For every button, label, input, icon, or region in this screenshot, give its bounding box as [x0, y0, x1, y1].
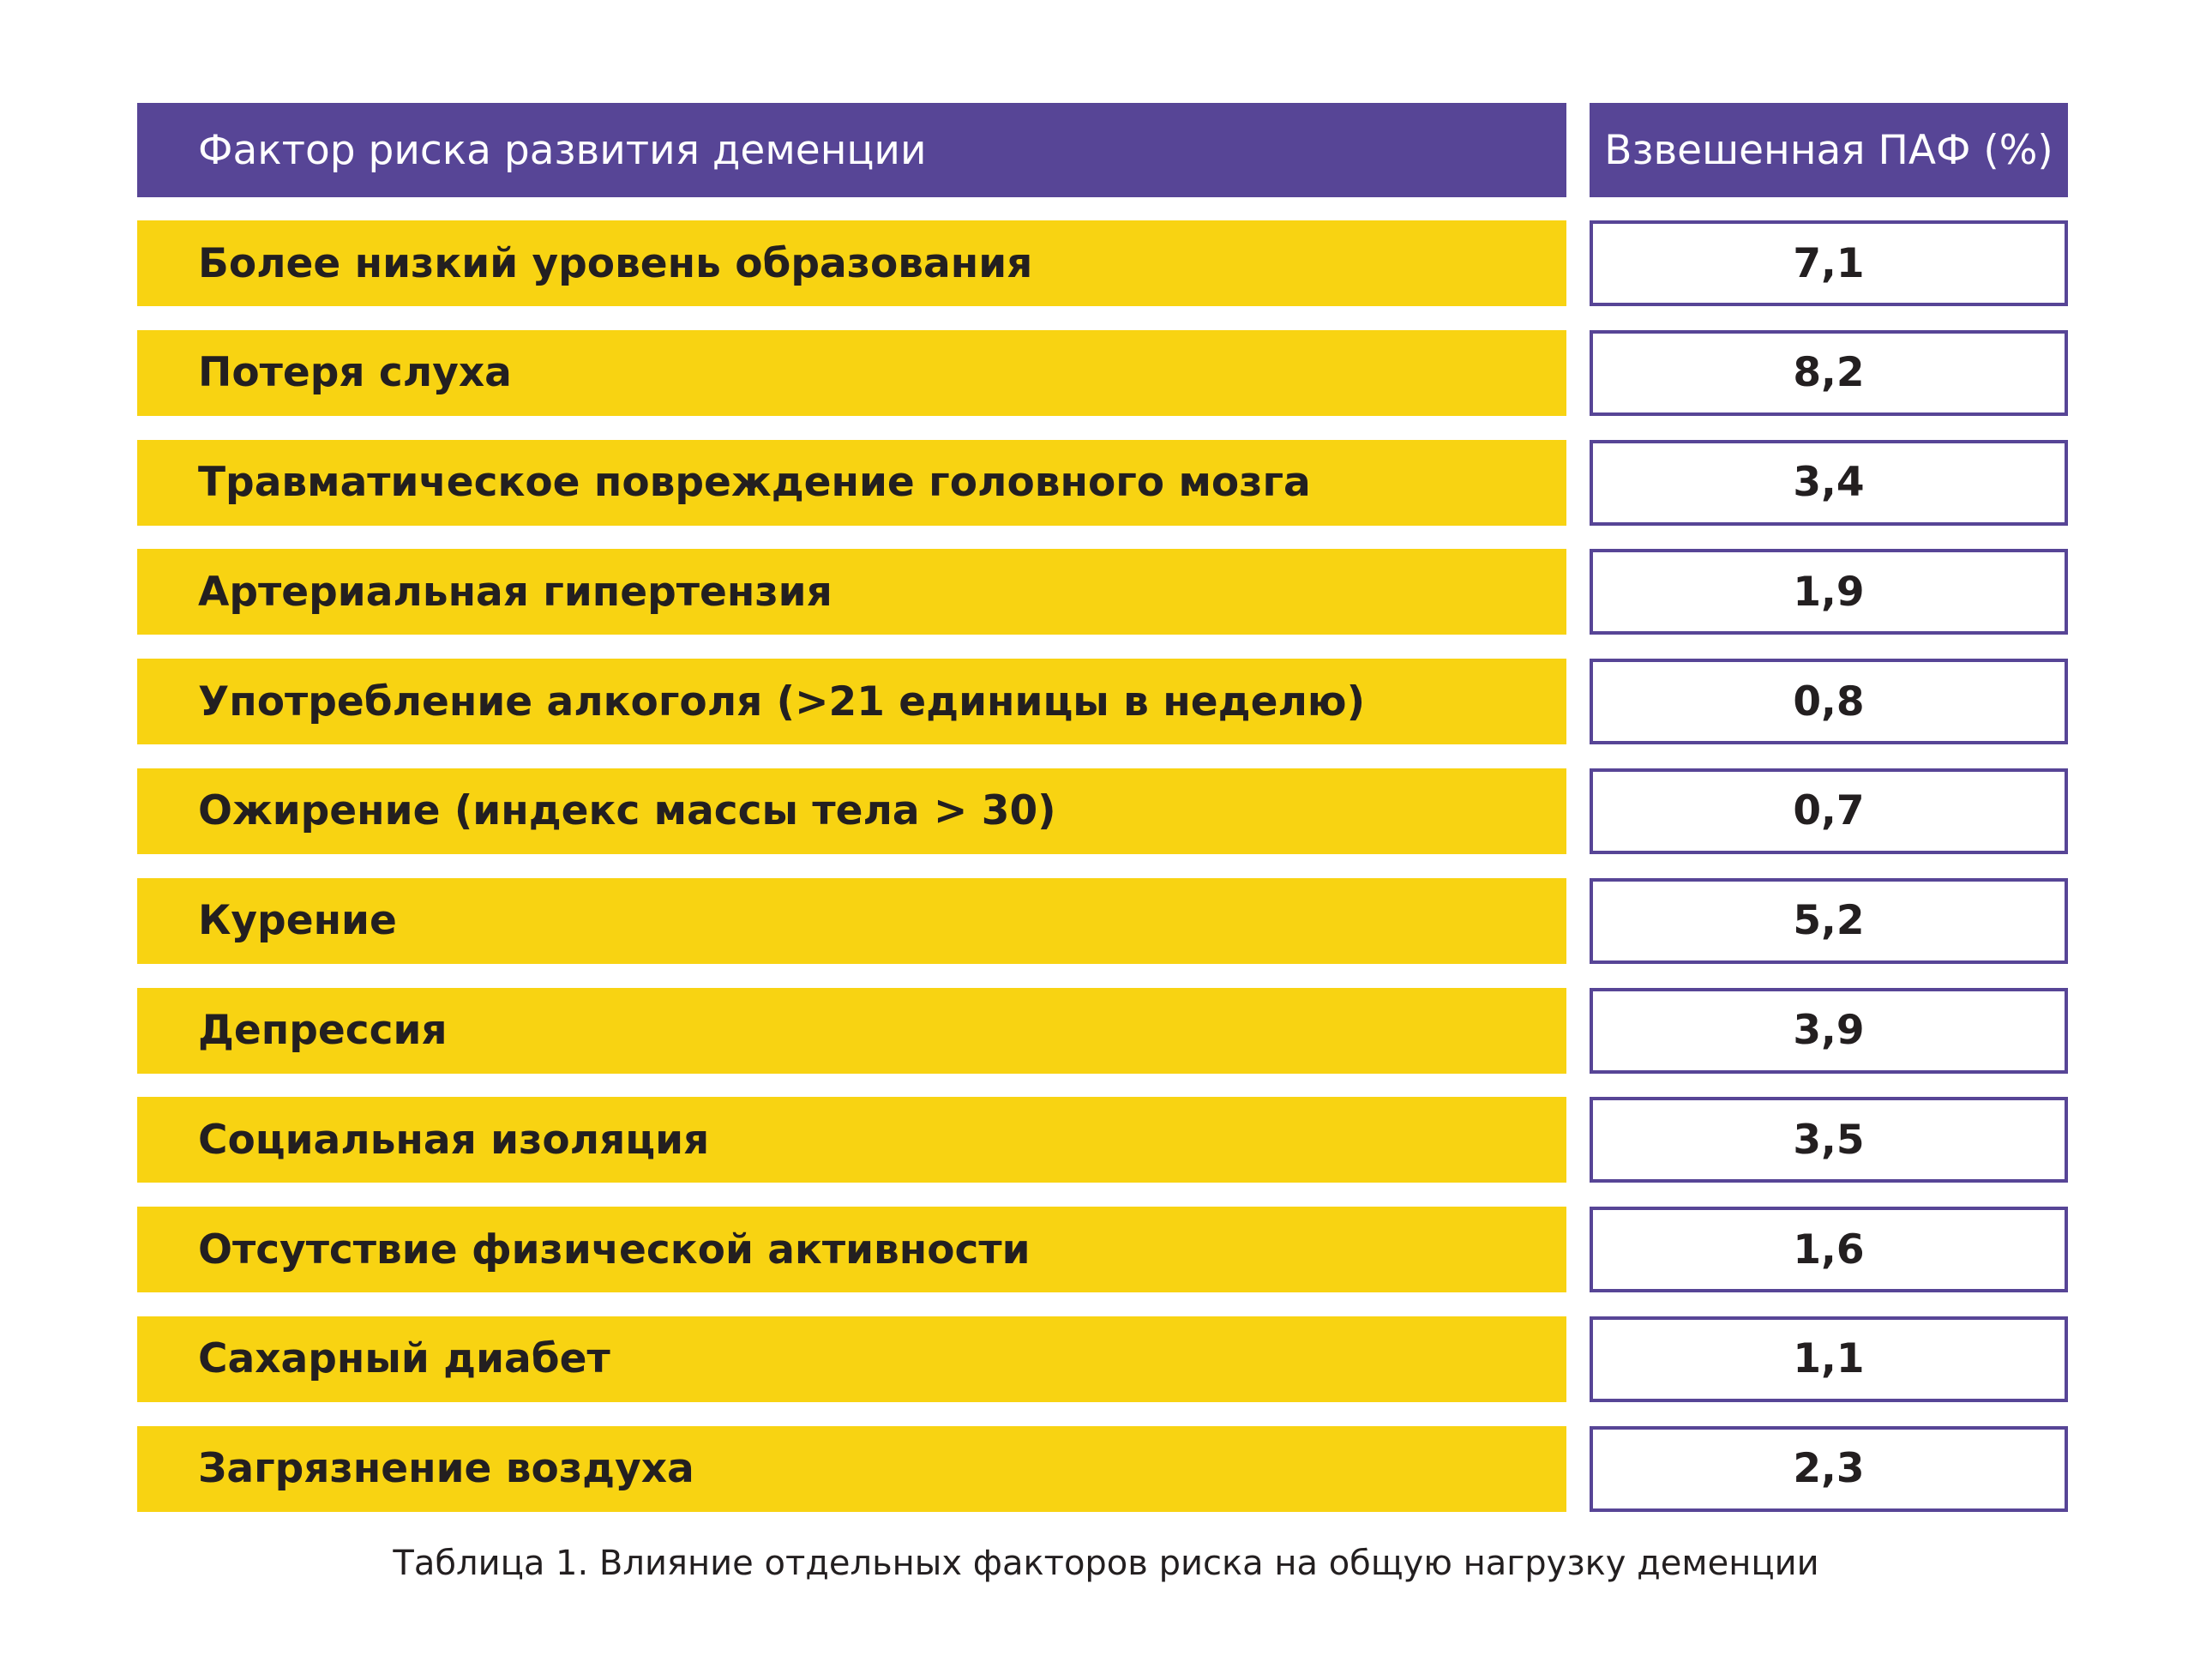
- value-cell: 0,8: [1590, 659, 2068, 745]
- value-cell: 0,7: [1590, 768, 2068, 854]
- value-cell: 7,1: [1590, 220, 2068, 306]
- factor-cell: Курение: [137, 877, 1566, 964]
- factor-cell: Потеря слуха: [137, 329, 1566, 416]
- table-row: Сахарный диабет 1,1: [137, 1316, 2068, 1402]
- risk-factor-table: Фактор риска развития деменции Взвешенна…: [137, 103, 2068, 1536]
- table-row: Потеря слуха 8,2: [137, 329, 2068, 416]
- value-cell: 5,2: [1590, 877, 2068, 964]
- value-cell: 1,6: [1590, 1207, 2068, 1293]
- table-row: Артериальная гипертензия 1,9: [137, 549, 2068, 635]
- value-cell: 2,3: [1590, 1425, 2068, 1512]
- factor-cell: Отсутствие физической активности: [137, 1207, 1566, 1293]
- table-row: Травматическое повреждение головного моз…: [137, 439, 2068, 526]
- header-factor-cell: Фактор риска развития деменции: [137, 103, 1566, 197]
- value-cell: 3,5: [1590, 1097, 2068, 1183]
- factor-cell: Травматическое повреждение головного моз…: [137, 439, 1566, 526]
- factor-cell: Артериальная гипертензия: [137, 549, 1566, 635]
- table-row: Употребление алкоголя (>21 единицы в нед…: [137, 659, 2068, 745]
- factor-cell: Социальная изоляция: [137, 1097, 1566, 1183]
- value-cell: 3,9: [1590, 987, 2068, 1074]
- table-row: Отсутствие физической активности 1,6: [137, 1207, 2068, 1293]
- table-row: Загрязнение воздуха 2,3: [137, 1425, 2068, 1512]
- value-cell: 8,2: [1590, 329, 2068, 416]
- table-caption: Таблица 1. Влияние отдельных факторов ри…: [393, 1544, 1819, 1583]
- factor-cell: Загрязнение воздуха: [137, 1425, 1566, 1512]
- factor-cell: Употребление алкоголя (>21 единицы в нед…: [137, 659, 1566, 745]
- table-row: Ожирение (индекс массы тела > 30) 0,7: [137, 768, 2068, 854]
- table-header-row: Фактор риска развития деменции Взвешенна…: [137, 103, 2068, 197]
- factor-cell: Сахарный диабет: [137, 1316, 1566, 1402]
- value-cell: 1,9: [1590, 549, 2068, 635]
- table-row: Курение 5,2: [137, 877, 2068, 964]
- factor-cell: Депрессия: [137, 987, 1566, 1074]
- factor-cell: Более низкий уровень образования: [137, 220, 1566, 306]
- table-row: Более низкий уровень образования 7,1: [137, 220, 2068, 306]
- table-row: Социальная изоляция 3,5: [137, 1097, 2068, 1183]
- header-value-cell: Взвешенная ПАФ (%): [1590, 103, 2068, 197]
- table-row: Депрессия 3,9: [137, 987, 2068, 1074]
- value-cell: 1,1: [1590, 1316, 2068, 1402]
- value-cell: 3,4: [1590, 439, 2068, 526]
- factor-cell: Ожирение (индекс массы тела > 30): [137, 768, 1566, 854]
